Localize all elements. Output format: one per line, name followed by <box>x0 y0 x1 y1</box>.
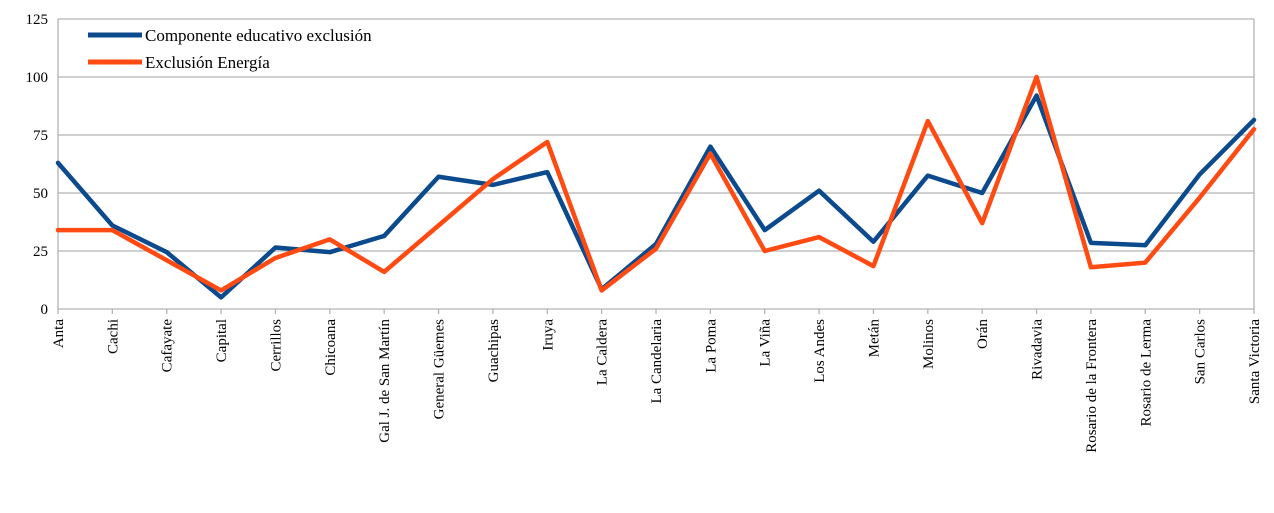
series-line-0 <box>55 93 1257 300</box>
x-tick-label: Santa Victoria <box>1247 319 1263 404</box>
x-tick-label: Cerrillos <box>268 319 284 372</box>
x-tick-label: La Viña <box>758 319 774 367</box>
legend-label-energia: Exclusión Energía <box>145 53 270 72</box>
x-tick-label: Cafayate <box>160 319 176 373</box>
y-tick-label: 100 <box>26 70 49 86</box>
x-tick-label: Metán <box>866 319 882 358</box>
x-tick-label: Iruya <box>540 319 556 351</box>
x-tick-label: San Carlos <box>1193 319 1209 385</box>
x-tick-label: La Poma <box>703 319 719 373</box>
y-axis-ticks: 0 25 50 75 100 125 <box>26 12 49 318</box>
legend: Componente educativo exclusión Exclusión… <box>88 26 372 72</box>
y-tick-label: 50 <box>33 186 48 202</box>
x-tick-label: General Güemes <box>432 319 448 420</box>
x-tick-label: Los Andes <box>812 319 828 383</box>
gridlines <box>58 18 1254 252</box>
x-tick-label: Gal J. de San Martín <box>377 319 393 443</box>
y-tick-label: 0 <box>41 302 49 318</box>
x-tick-label: Anta <box>51 319 67 349</box>
x-tick-label: Rivadavia <box>1030 319 1046 380</box>
x-tick-label: Guachipas <box>486 319 502 382</box>
x-axis-ticks: Anta Cachi Cafayate Capital Cerrillos Chicoan… <box>51 319 1263 453</box>
series-line-1 <box>55 74 1257 293</box>
x-tick-label: La Caldera <box>595 319 611 386</box>
x-tick-label: Rosario de Lerma <box>1138 319 1154 427</box>
x-tick-label: Chicoana <box>323 319 339 376</box>
x-tick-label: La Candelaria <box>649 319 665 404</box>
y-tick-label: 25 <box>33 244 48 260</box>
y-tick-label: 75 <box>33 128 48 144</box>
x-tick-label: Cachi <box>105 319 121 354</box>
x-tick-label: Orán <box>975 319 991 349</box>
series-lines <box>55 74 1257 300</box>
y-tick-label: 125 <box>26 12 49 28</box>
x-tick-label: Molinos <box>921 319 937 369</box>
x-tick-label: Rosario de la Frontera <box>1084 319 1100 453</box>
legend-label-educativo: Componente educativo exclusión <box>145 26 372 45</box>
x-tick-label: Capital <box>214 319 230 362</box>
